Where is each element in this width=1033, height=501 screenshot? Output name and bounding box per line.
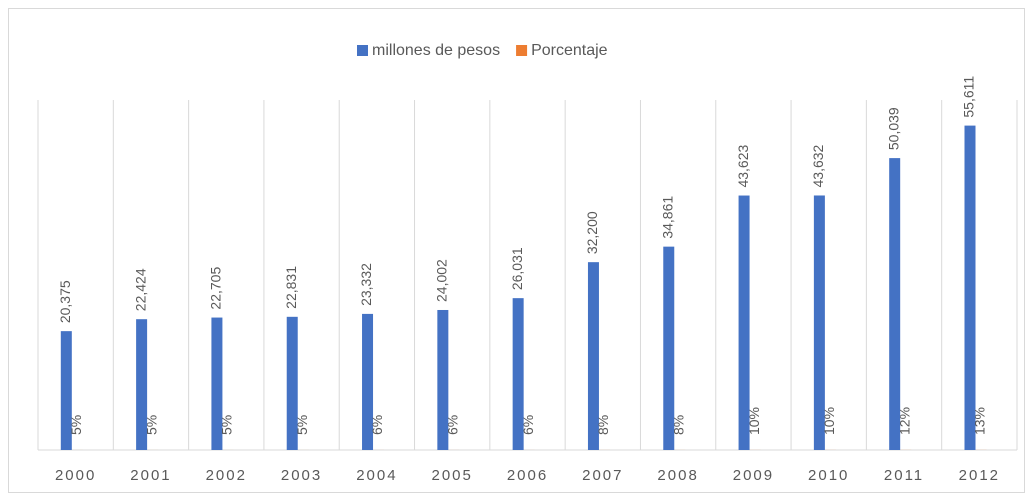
data-label: 22,831: [283, 266, 299, 309]
x-tick-label: 2002: [206, 467, 247, 484]
data-label: 43,632: [810, 144, 826, 187]
data-label: 8%: [670, 415, 686, 435]
x-tick-label: 2008: [657, 467, 698, 484]
bar: [964, 125, 976, 450]
x-tick-label: 2004: [356, 467, 397, 484]
legend-swatch: [357, 45, 368, 56]
data-label: 43,623: [735, 144, 751, 187]
bar: [663, 246, 675, 450]
data-label: 50,039: [885, 107, 901, 150]
data-label: 55,611: [961, 76, 977, 118]
bar: [211, 317, 223, 450]
data-label: 22,705: [208, 267, 224, 310]
bar: [512, 298, 524, 450]
data-label: 6%: [369, 415, 385, 435]
legend-swatch: [516, 45, 528, 56]
bar: [889, 158, 901, 450]
data-label: 20,375: [57, 280, 73, 323]
x-tick-label: 2007: [582, 467, 623, 484]
bar: [60, 331, 72, 450]
x-tick-label: 2005: [432, 467, 473, 484]
x-tick-label: 2009: [733, 467, 774, 484]
data-label: 5%: [143, 415, 159, 435]
bar: [813, 195, 825, 450]
data-label: 22,424: [132, 268, 148, 311]
data-label: 10%: [746, 407, 762, 435]
bar: [738, 195, 750, 450]
data-label: 34,861: [659, 196, 675, 239]
bar: [136, 319, 148, 450]
x-tick-label: 2010: [808, 467, 849, 484]
bar: [362, 313, 374, 450]
bar: [437, 309, 449, 450]
x-tick-label: 2012: [959, 467, 1000, 484]
data-label: 32,200: [584, 211, 600, 254]
data-label: 12%: [896, 407, 912, 435]
data-label: 5%: [294, 415, 310, 435]
data-label: 5%: [68, 415, 84, 435]
data-label: 23,332: [358, 263, 374, 306]
data-label: 5%: [219, 415, 235, 435]
data-label: 8%: [595, 415, 611, 435]
legend-label: Porcentaje: [531, 42, 608, 59]
data-label: 24,002: [434, 259, 450, 302]
legend-label: millones de pesos: [372, 42, 500, 59]
x-tick-label: 2006: [507, 467, 548, 484]
x-tick-label: 2003: [281, 467, 322, 484]
bar: [286, 316, 298, 450]
data-label: 13%: [972, 407, 988, 435]
data-label: 6%: [445, 415, 461, 435]
data-label: 26,031: [509, 247, 525, 290]
data-label: 6%: [520, 415, 536, 435]
x-tick-label: 2000: [55, 467, 96, 484]
x-tick-label: 2011: [884, 467, 924, 484]
x-tick-label: 2001: [130, 467, 171, 484]
bar: [587, 262, 599, 450]
data-label: 10%: [821, 407, 837, 435]
